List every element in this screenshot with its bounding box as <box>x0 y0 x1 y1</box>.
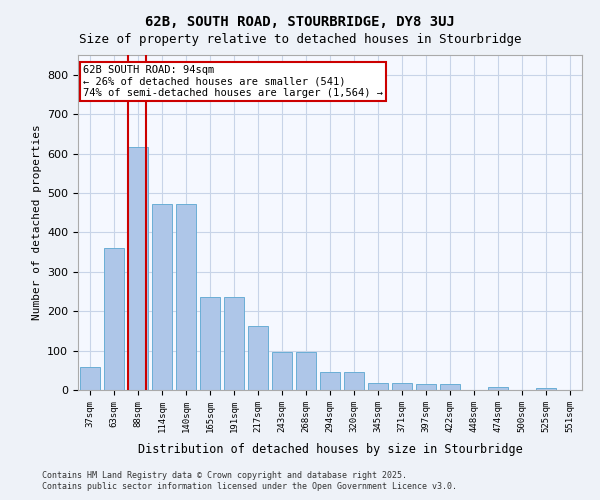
Bar <box>248 326 268 390</box>
Bar <box>536 388 556 390</box>
Text: Size of property relative to detached houses in Stourbridge: Size of property relative to detached ho… <box>79 32 521 46</box>
Bar <box>320 372 340 390</box>
Bar <box>200 296 220 390</box>
Bar <box>80 367 100 390</box>
Bar <box>104 248 124 390</box>
X-axis label: Distribution of detached houses by size in Stourbridge: Distribution of detached houses by size … <box>137 443 523 456</box>
Text: 62B SOUTH ROAD: 94sqm
← 26% of detached houses are smaller (541)
74% of semi-det: 62B SOUTH ROAD: 94sqm ← 26% of detached … <box>83 65 383 98</box>
Bar <box>440 384 460 390</box>
Bar <box>368 383 388 390</box>
Bar <box>296 352 316 390</box>
Bar <box>152 204 172 390</box>
Bar <box>488 387 508 390</box>
Bar <box>128 147 148 390</box>
Bar <box>176 204 196 390</box>
Text: Contains HM Land Registry data © Crown copyright and database right 2025.: Contains HM Land Registry data © Crown c… <box>42 470 407 480</box>
Text: 62B, SOUTH ROAD, STOURBRIDGE, DY8 3UJ: 62B, SOUTH ROAD, STOURBRIDGE, DY8 3UJ <box>145 15 455 29</box>
Y-axis label: Number of detached properties: Number of detached properties <box>32 124 41 320</box>
Bar <box>272 352 292 390</box>
Bar <box>416 384 436 390</box>
Text: Contains public sector information licensed under the Open Government Licence v3: Contains public sector information licen… <box>42 482 457 491</box>
Bar <box>344 372 364 390</box>
Bar <box>224 296 244 390</box>
Bar <box>392 383 412 390</box>
